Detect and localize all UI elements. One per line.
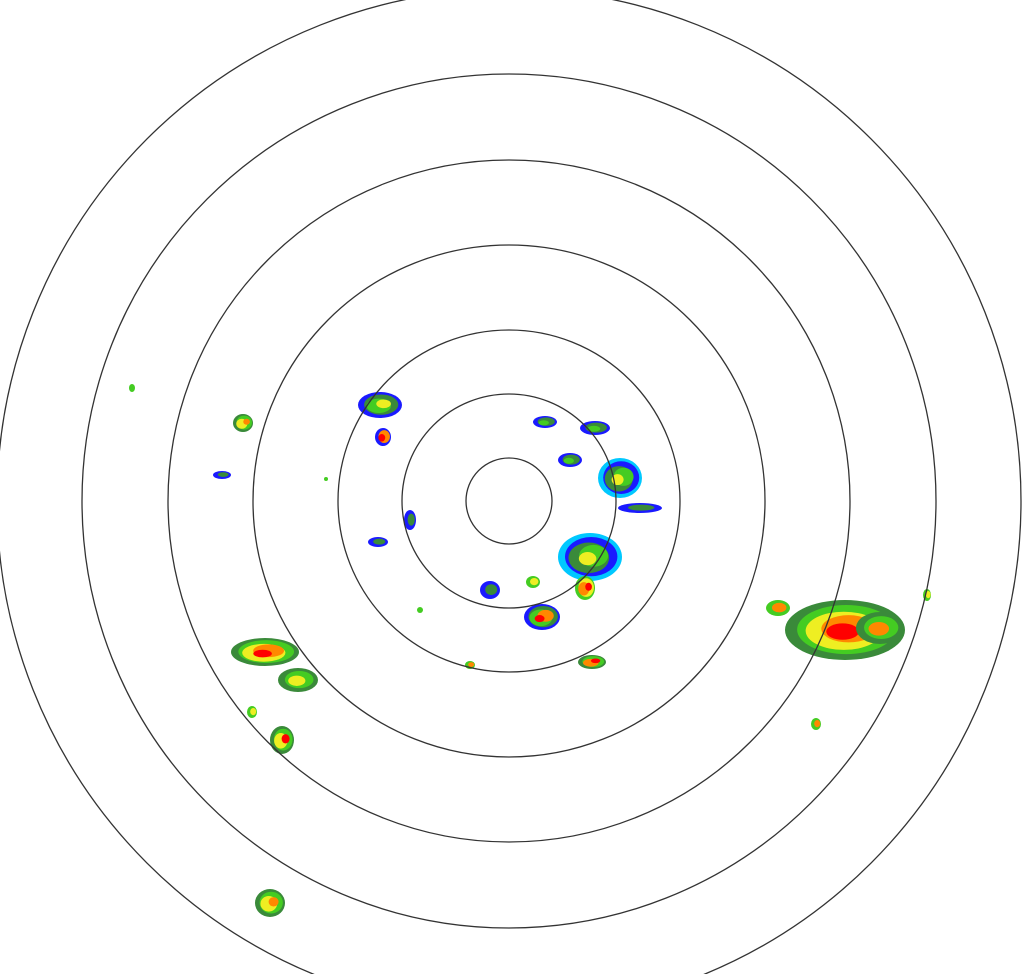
echo-cell [213,471,231,479]
echo-cell [558,533,622,581]
echo-intense [585,582,592,591]
echo-cell [578,655,606,669]
echo-cell [255,889,285,917]
echo-cell [480,581,500,599]
echo-cell [231,638,299,666]
echo-moderate-low [217,472,229,477]
echo-cell [375,428,391,446]
range-ring-2 [401,393,617,609]
echo-heavy [814,720,821,728]
echo-heavy [772,602,787,613]
echo-cell [270,726,294,754]
echo-cell [324,477,328,481]
echo-moderate-low [628,504,655,511]
echo-cell [533,416,557,428]
range-ring-6 [81,73,937,929]
range-ring-3 [337,329,681,673]
echo-moderate [324,477,328,481]
echo-intense [378,433,386,442]
echo-heavy [243,418,250,425]
echo-heavy [868,621,890,636]
echo-moderate-low [485,584,498,595]
range-ring-1 [465,457,553,545]
echo-cell [278,668,318,692]
echo-cell [575,576,595,600]
echo-cell [618,503,662,513]
echo-intense [534,615,545,623]
echo-moderate-high [376,399,391,409]
echo-intense [590,658,601,664]
echo-cell [524,604,560,630]
echo-moderate [538,420,549,426]
echo-cell [856,612,904,644]
echo-cell [368,537,388,547]
echo-moderate-low [407,513,415,526]
echo-cell [247,706,257,718]
echo-heavy [268,897,279,907]
echo-cell [129,384,135,392]
echo-moderate [587,425,601,432]
echo-moderate-high [288,675,306,686]
echo-intense [253,649,272,658]
echo-cell [580,421,610,435]
range-ring-5 [167,159,851,843]
echo-cell [358,392,402,418]
echo-cell [598,458,642,498]
echo-cell [558,453,582,467]
echo-intense [826,623,859,640]
echo-cell [766,600,790,616]
echo-moderate-high [578,552,597,566]
echo-intense [281,734,290,744]
echo-moderate-high [250,708,257,716]
range-ring-4 [252,244,766,758]
echo-cell [404,510,416,530]
echo-cell [233,414,253,432]
echo-moderate [417,607,423,613]
echo-cell [811,718,821,730]
echo-moderate [129,384,135,392]
echo-moderate [563,457,574,464]
echo-heavy [468,662,475,667]
echo-moderate-high [925,591,931,599]
echo-cell [417,607,423,613]
echo-moderate-low [373,538,386,545]
echo-cell [526,576,540,588]
echo-moderate-high [530,578,539,586]
